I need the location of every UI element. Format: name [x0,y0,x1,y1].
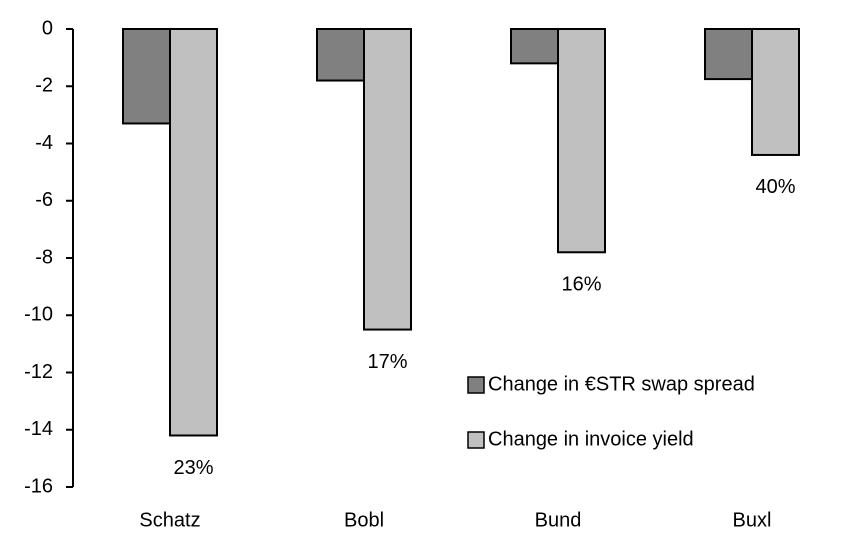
bar [751,28,800,156]
x-tick-label: Bund [535,509,582,531]
legend-swatch [467,376,485,394]
bar [363,28,412,331]
bar [169,28,218,437]
y-tick-label: -14 [24,418,53,440]
x-tick-label: Bobl [344,509,384,531]
annotation: 40% [755,176,795,198]
x-tick-label: Schatz [139,509,200,531]
legend-label: Change in €STR swap spread [488,373,755,395]
y-tick-label: 0 [42,17,53,39]
y-tick-label: -4 [35,132,53,154]
y-tick-label: -2 [35,75,53,97]
bar [510,28,559,65]
bar [704,28,753,81]
annotation: 17% [367,351,407,373]
bar [316,28,365,82]
bar [557,28,606,254]
annotation: 23% [173,457,213,479]
y-tick-label: -16 [24,475,53,497]
annotation: 16% [561,274,601,296]
legend-label: Change in invoice yield [488,428,694,450]
x-tick-label: Buxl [733,509,772,531]
y-tick-label: -12 [24,361,53,383]
y-tick-label: -6 [35,189,53,211]
legend-swatch [467,431,485,449]
bar [122,28,171,125]
y-tick-label: -8 [35,246,53,268]
y-tick-label: -10 [24,304,53,326]
